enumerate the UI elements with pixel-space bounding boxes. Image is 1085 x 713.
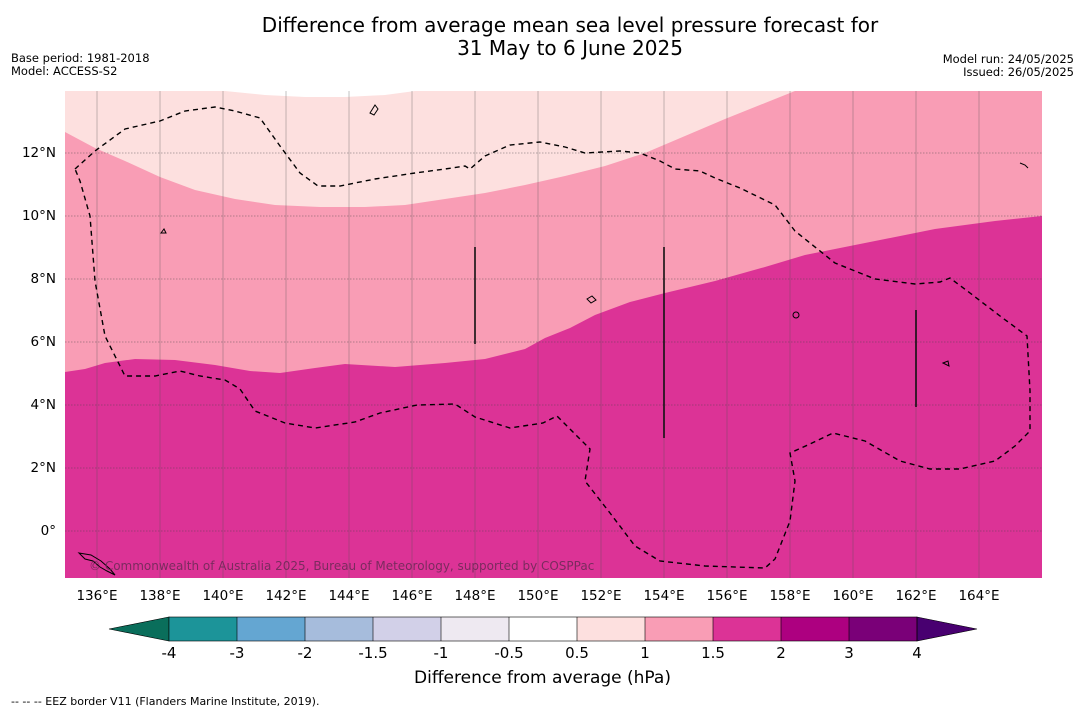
colorbar-label: 1 bbox=[640, 644, 650, 662]
x-tick-148e: 148°E bbox=[454, 588, 496, 604]
x-tick-152e: 152°E bbox=[580, 588, 622, 604]
anomaly-band-neutral bbox=[225, 91, 415, 97]
colorbar-bin-9 bbox=[713, 617, 781, 641]
graticule bbox=[96, 91, 980, 578]
x-tick-158e: 158°E bbox=[769, 588, 811, 604]
colorbar-bin-2 bbox=[237, 617, 305, 641]
eez-footnote: -- -- -- EEZ border V11 (Flanders Marine… bbox=[11, 695, 320, 708]
issued-date: Issued: 26/05/2025 bbox=[963, 65, 1074, 79]
colorbar-label: 2 bbox=[776, 644, 786, 662]
y-tick-6n: 6°N bbox=[30, 334, 56, 350]
colorbar-bin-3 bbox=[305, 617, 373, 641]
colorbar-label: -0.5 bbox=[494, 644, 524, 662]
colorbar-title: Difference from average (hPa) bbox=[414, 668, 671, 688]
colorbar-bin-5 bbox=[441, 617, 509, 641]
y-tick-2n: 2°N bbox=[30, 460, 56, 476]
islands bbox=[77, 104, 1029, 576]
x-tick-164e: 164°E bbox=[958, 588, 1000, 604]
colorbar-label: -3 bbox=[229, 644, 245, 662]
x-tick-144e: 144°E bbox=[328, 588, 370, 604]
x-tick-136e: 136°E bbox=[76, 588, 118, 604]
colorbar-label: 0.5 bbox=[565, 644, 589, 662]
y-tick-4n: 4°N bbox=[30, 397, 56, 413]
x-tick-146e: 146°E bbox=[391, 588, 433, 604]
y-tick-8n: 8°N bbox=[30, 271, 56, 287]
base-period: Base period: 1981-2018 bbox=[11, 51, 150, 65]
x-tick-162e: 162°E bbox=[895, 588, 937, 604]
reference-bars bbox=[474, 247, 917, 438]
colorbar-bin-8 bbox=[645, 617, 713, 641]
model-run: Model run: 24/05/2025 bbox=[942, 52, 1074, 66]
colorbar-dividers bbox=[168, 616, 918, 642]
colorbar-label: 1.5 bbox=[701, 644, 725, 662]
colorbar-bin-10 bbox=[781, 617, 849, 641]
x-tick-156e: 156°E bbox=[706, 588, 748, 604]
colorbar-label: -1 bbox=[433, 644, 449, 662]
x-tick-154e: 154°E bbox=[643, 588, 685, 604]
anomaly-band-0.5-1 bbox=[65, 91, 1042, 207]
colorbar-bin-4 bbox=[373, 617, 441, 641]
colorbar-over-arrow bbox=[916, 616, 978, 642]
title-line-2: 31 May to 6 June 2025 bbox=[457, 36, 683, 60]
map-title: Difference from average mean sea level p… bbox=[0, 14, 1085, 60]
colorbar bbox=[108, 616, 978, 642]
colorbar-label: 3 bbox=[844, 644, 854, 662]
x-tick-142e: 142°E bbox=[265, 588, 307, 604]
x-tick-138e: 138°E bbox=[139, 588, 181, 604]
title-line-1: Difference from average mean sea level p… bbox=[261, 13, 879, 37]
x-tick-150e: 150°E bbox=[517, 588, 559, 604]
meta-right: Model run: 24/05/2025 Issued: 26/05/2025 bbox=[943, 53, 1074, 79]
colorbar-bin-6 bbox=[509, 617, 577, 641]
eez-border-west bbox=[74, 106, 1031, 569]
colorbar-label: -1.5 bbox=[358, 644, 388, 662]
colorbar-under-arrow bbox=[108, 616, 170, 642]
x-tick-160e: 160°E bbox=[832, 588, 874, 604]
y-tick-0: 0° bbox=[40, 523, 56, 539]
colorbar-label: -2 bbox=[297, 644, 313, 662]
colorbar-bin-11 bbox=[849, 617, 917, 641]
y-tick-12n: 12°N bbox=[21, 145, 56, 161]
colorbar-bin-1 bbox=[169, 617, 237, 641]
x-tick-140e: 140°E bbox=[202, 588, 244, 604]
copyright-text: © Commonwealth of Australia 2025, Bureau… bbox=[89, 559, 594, 573]
colorbar-bin-7 bbox=[577, 617, 645, 641]
model-name: Model: ACCESS-S2 bbox=[11, 64, 118, 78]
colorbar-label: -4 bbox=[161, 644, 177, 662]
meta-left: Base period: 1981-2018 Model: ACCESS-S2 bbox=[11, 52, 150, 78]
y-tick-10n: 10°N bbox=[21, 208, 56, 224]
colorbar-label: 4 bbox=[912, 644, 922, 662]
pressure-map: © Commonwealth of Australia 2025, Bureau… bbox=[65, 91, 1042, 578]
